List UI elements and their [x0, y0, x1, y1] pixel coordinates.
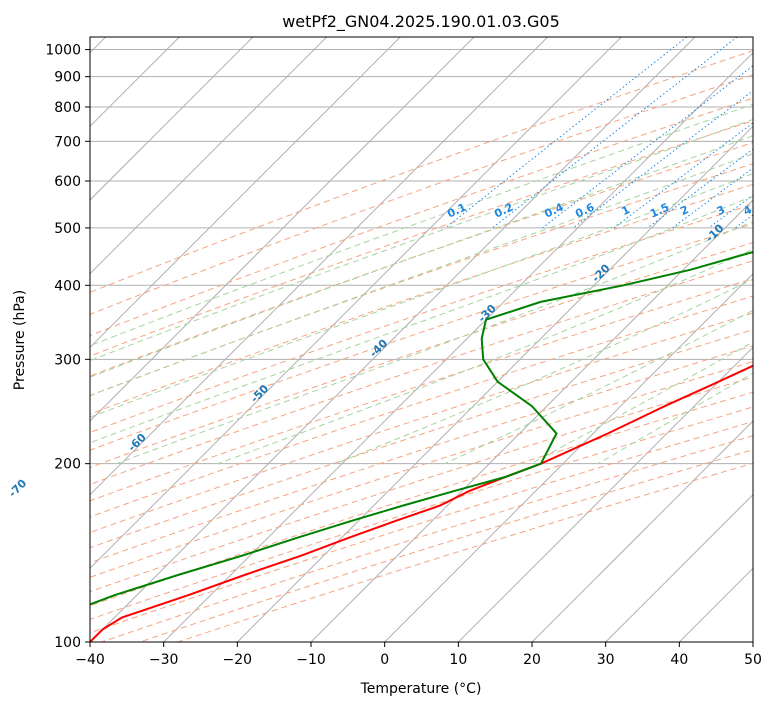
x-tick-label: −10 [296, 652, 326, 668]
mixing-ratio-line [542, 65, 753, 229]
moist-adiabat-line [90, 103, 753, 347]
mixing-ratio-line [445, 37, 688, 229]
mixing-ratio-line [613, 122, 753, 229]
isotherm-line [90, 37, 328, 275]
x-tick-label: 0 [380, 652, 389, 668]
dry-adiabat-line [90, 295, 753, 518]
y-tick-label: 100 [54, 635, 81, 651]
isotherm-line [90, 37, 254, 201]
dry-adiabat-line [90, 260, 753, 485]
y-tick-label: 700 [54, 134, 81, 150]
isotherm-line [604, 493, 753, 642]
dry-adiabat-line [90, 120, 753, 357]
dry-adiabat-line [90, 183, 753, 415]
moist-adiabat-line [90, 153, 753, 397]
x-tick-label: 30 [597, 652, 615, 668]
y-tick-label: 500 [54, 221, 81, 237]
dry-adiabat-line [90, 142, 753, 377]
chart-title: wetPf2_GN04.2025.190.01.03.G05 [282, 12, 560, 32]
y-tick-label: 1000 [45, 43, 81, 59]
dry-adiabat-line [90, 241, 753, 469]
x-tick-label: 10 [449, 652, 467, 668]
y-tick-label: 200 [54, 457, 81, 473]
x-tick-label: 40 [670, 652, 688, 668]
x-axis-title: Temperature (°C) [360, 681, 482, 697]
moist-adiabat-line [444, 309, 753, 465]
isotherm-line [90, 37, 623, 570]
isotherm-line [457, 346, 753, 642]
isotherm-line [90, 37, 696, 642]
moist-adiabat-line [116, 220, 753, 465]
dry-adiabat-line [90, 74, 753, 315]
plot-frame [89, 36, 754, 643]
isotherm-line [310, 199, 753, 642]
isotherm-line [90, 37, 549, 496]
x-tick-label: −20 [223, 652, 253, 668]
dry-adiabat-line [90, 203, 753, 433]
x-tick-label: 20 [523, 652, 541, 668]
y-axis-title: Pressure (hPa) [12, 290, 28, 390]
dry-adiabat-line [90, 376, 753, 593]
dry-adiabat-line [90, 50, 753, 293]
moist-adiabat-line [90, 195, 753, 444]
y-tick-label: 300 [54, 352, 81, 368]
dry-adiabat-line [90, 345, 753, 564]
temperature-profile-line [90, 364, 753, 642]
y-tick-label: 800 [54, 100, 81, 116]
isotherm-line [236, 125, 753, 642]
y-tick-label: 400 [54, 278, 81, 294]
isotherm-line [90, 37, 475, 422]
dry-adiabat-line [90, 97, 753, 337]
mixing-ratio-line [492, 37, 738, 229]
dry-adiabat-line [90, 391, 753, 607]
dewpoint-profile-line [90, 251, 753, 606]
y-tick-label: 900 [54, 70, 81, 86]
x-tick-label: 50 [744, 652, 762, 668]
isotherm-line [383, 272, 753, 642]
isotherm-line [531, 420, 753, 642]
x-tick-label: −40 [75, 652, 105, 668]
x-tick-label: −30 [149, 652, 179, 668]
y-tick-label: 600 [54, 174, 81, 190]
